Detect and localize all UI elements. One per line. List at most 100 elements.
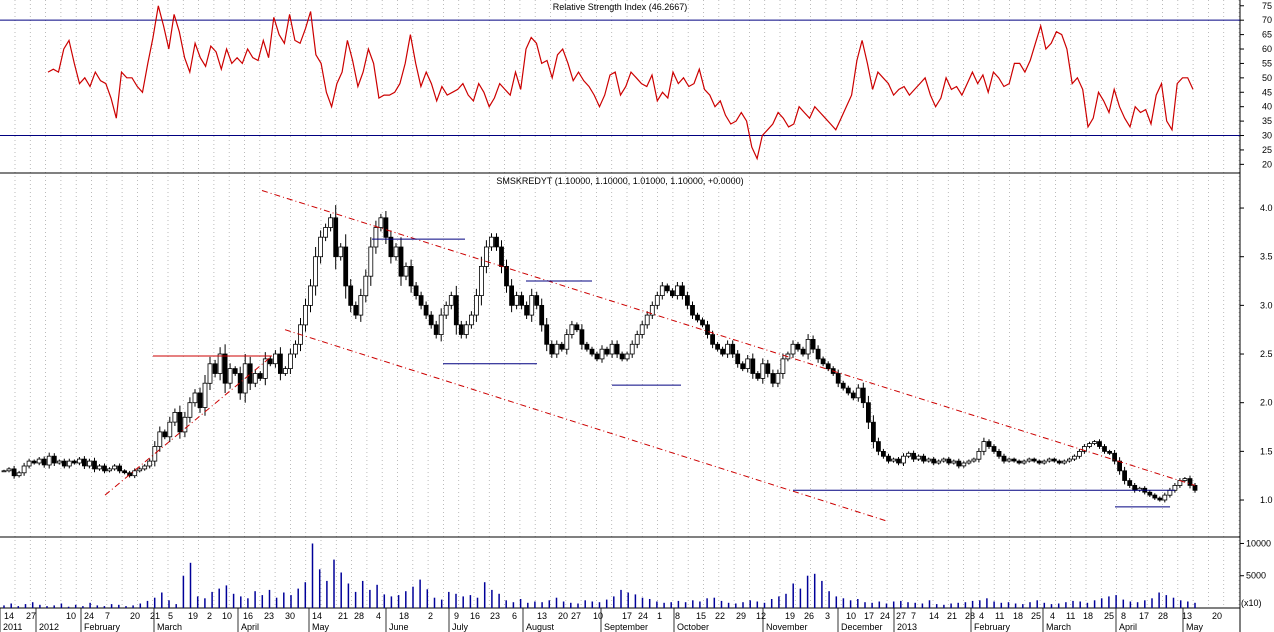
x-day-label: 29 (736, 611, 746, 621)
rsi-level-lines (0, 19, 1240, 137)
volume-bars (3, 543, 1196, 608)
price-bar-body (901, 455, 906, 464)
price-bar-body (403, 265, 409, 277)
price-bar-body (1026, 458, 1032, 462)
x-day-label: 17 (1139, 611, 1149, 621)
price-bar-body (207, 363, 213, 384)
price-bar-body (448, 295, 454, 306)
price-bar-body (222, 353, 228, 384)
price-bar-body (574, 324, 580, 331)
price-bar-body (287, 353, 293, 370)
price-bar-body (423, 304, 429, 316)
price-bar-body (1006, 458, 1012, 462)
price-bar-body (675, 285, 680, 296)
price-bar-body (941, 458, 947, 462)
price-bar-body (1087, 443, 1092, 447)
price-bar-body (961, 462, 967, 467)
price-bar-body (227, 368, 233, 384)
volume-unit-label: (x10) (1241, 598, 1262, 608)
price-bar-body (790, 343, 796, 355)
price-bar-body (31, 460, 37, 464)
price-bar-body (524, 304, 529, 316)
x-day-label: 8 (1121, 611, 1126, 621)
price-bar-body (850, 392, 856, 399)
price-bar-body (1001, 455, 1007, 462)
price-bar-body (509, 285, 515, 306)
price-bar-body (659, 285, 665, 296)
price-bar-body (1152, 494, 1158, 499)
price-bar-body (680, 285, 685, 296)
price-bar-body (87, 460, 92, 467)
price-bar-body (609, 343, 615, 355)
price-bar-body (800, 348, 806, 355)
price-bar-body (866, 402, 871, 423)
rsi-tick-label: 30 (1262, 131, 1272, 141)
price-bar-body (217, 353, 223, 374)
price-bar-body (122, 470, 127, 474)
price-bar-body (308, 285, 313, 306)
price-bar-body (61, 460, 67, 467)
price-bar-body (775, 373, 781, 384)
price-bar-body (690, 304, 695, 316)
price-bar-body (1097, 441, 1102, 447)
volume-y-ticks: 10000 5000 (1240, 538, 1271, 581)
x-day-label: 10 (66, 611, 76, 621)
x-day-label: 27 (896, 611, 906, 621)
price-bar-body (1127, 480, 1133, 486)
x-day-label: 28 (1158, 611, 1168, 621)
x-day-label: 24 (84, 611, 94, 621)
price-bar-body (293, 343, 298, 355)
price-bar-body (810, 338, 816, 350)
price-bar-body (896, 458, 901, 464)
price-bar-body (1061, 460, 1067, 464)
price-bar-body (36, 458, 42, 464)
price-bar-body (428, 314, 434, 326)
price-bar-body (1036, 460, 1042, 464)
x-day-label: 30 (285, 611, 295, 621)
x-day-label: 2 (207, 611, 212, 621)
x-day-label: 23 (490, 611, 500, 621)
price-bar-body (951, 460, 957, 464)
price-bar-body (51, 455, 57, 464)
price-bar-body (187, 402, 193, 418)
price-bar-body (318, 236, 324, 258)
price-bar-body (483, 246, 489, 267)
x-day-label: 6 (512, 611, 517, 621)
x-month-label: 2012 (39, 622, 59, 632)
price-bar-body (504, 265, 509, 287)
price-bar-body (303, 304, 308, 326)
x-day-label: 18 (1083, 611, 1093, 621)
price-bar-body (539, 304, 545, 326)
price-bar-body (805, 338, 811, 355)
price-bar-body (700, 319, 705, 326)
x-day-label: 5 (168, 611, 173, 621)
x-day-label: 17 (864, 611, 874, 621)
price-bar-body (398, 246, 404, 277)
price-bar-body (137, 468, 143, 472)
price-tick-label: 1.5 (1260, 446, 1273, 456)
price-bar-body (755, 373, 761, 379)
x-day-label: 9 (454, 611, 459, 621)
price-bar-body (117, 465, 122, 472)
price-bar-body (177, 411, 183, 433)
price-bar-body (6, 468, 12, 472)
price-bar-body (936, 460, 942, 464)
price-bar-body (232, 368, 238, 374)
price-bar-body (1031, 458, 1037, 462)
price-bar-body (182, 416, 188, 433)
price-bar-body (107, 468, 112, 472)
price-bar-body (1046, 458, 1052, 462)
price-bar-body (614, 343, 620, 355)
x-day-label: 14 (929, 611, 939, 621)
price-bar-body (489, 236, 494, 248)
price-bar-body (257, 373, 263, 379)
price-bar-body (202, 382, 208, 408)
price-bar-body (453, 295, 459, 326)
price-bar-body (760, 363, 766, 379)
price-bar-body (142, 465, 148, 470)
price-bar-body (338, 246, 344, 258)
x-day-label: 22 (715, 611, 725, 621)
price-bar-body (981, 441, 987, 452)
price-bar-body (328, 217, 334, 228)
